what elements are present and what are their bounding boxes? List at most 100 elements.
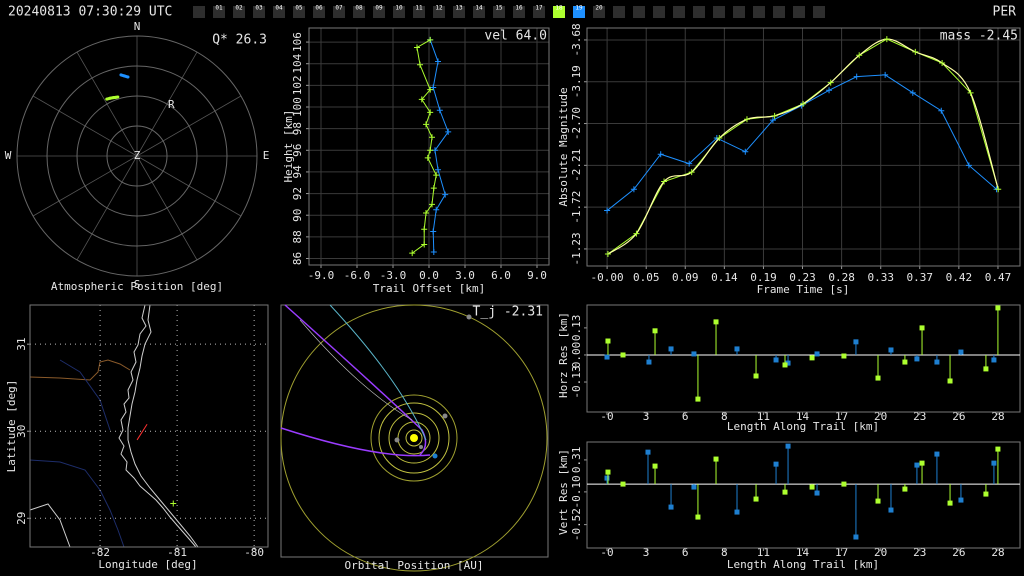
radiant-label: R — [168, 98, 175, 111]
annotation: vel 64.0 — [484, 29, 547, 44]
y-tick-label: 0.13 — [570, 315, 583, 342]
orbit-title: Orbital Position [AU] — [344, 559, 483, 572]
residual-marker — [809, 484, 815, 490]
x-tick-label: 23 — [913, 410, 926, 423]
y-axis-label: Height [km] — [282, 110, 295, 183]
x-tick-label: 20 — [874, 546, 887, 559]
ring — [16, 35, 258, 277]
x-tick-label: 17 — [835, 546, 848, 559]
residual-marker — [785, 443, 791, 449]
residual-marker — [604, 475, 610, 481]
residual-marker — [691, 351, 697, 357]
x-tick-label: 14 — [796, 410, 810, 423]
residual-marker — [695, 396, 701, 402]
frame-box — [653, 6, 665, 18]
frame-label: 06 — [315, 5, 323, 12]
point-marker — [965, 162, 972, 169]
residual-marker — [841, 353, 847, 359]
annotation: mass -2.45 — [940, 29, 1018, 44]
residual-marker — [991, 460, 997, 466]
point-marker — [909, 89, 916, 96]
frame-label: 03 — [255, 5, 263, 12]
residual-marker — [841, 481, 847, 487]
residual-marker — [991, 357, 997, 363]
point-marker — [427, 86, 434, 93]
frame-label: 10 — [395, 5, 403, 12]
y-tick-label: -0.13 — [570, 365, 583, 398]
point-marker — [883, 36, 890, 43]
frame-label: 11 — [415, 5, 423, 12]
point-marker — [430, 249, 437, 256]
track-point — [119, 73, 123, 77]
frame-box — [593, 6, 605, 18]
x-tick-label: 26 — [952, 546, 965, 559]
ring — [46, 65, 228, 247]
residual-marker — [902, 359, 908, 365]
frame-box — [713, 6, 725, 18]
point-marker — [435, 166, 441, 173]
point-marker — [414, 44, 420, 51]
plot-frame — [586, 441, 1021, 549]
y-tick-label: 106 — [291, 32, 304, 52]
residual-marker — [934, 451, 940, 457]
point-marker — [688, 169, 695, 176]
residual-marker — [782, 362, 788, 368]
x-tick-label: 0.37 — [906, 271, 933, 284]
x-tick-label: -81 — [167, 546, 187, 559]
series-line — [606, 74, 997, 211]
point-marker — [686, 160, 693, 167]
point-marker — [633, 230, 640, 237]
point-marker — [435, 58, 441, 65]
series-line — [607, 38, 999, 255]
residual-marker — [947, 500, 953, 506]
ring — [106, 125, 168, 187]
residual-marker — [691, 484, 697, 490]
frame-box — [233, 6, 245, 18]
y-tick-label: 102 — [291, 75, 304, 95]
x-tick-label: 0.14 — [711, 271, 738, 284]
x-axis-label: Longitude [deg] — [98, 558, 197, 571]
x-tick-label: 28 — [991, 410, 1004, 423]
ring — [76, 95, 198, 217]
point-marker — [939, 59, 946, 66]
x-tick-label: 0.09 — [672, 271, 699, 284]
residual-marker — [995, 446, 1001, 452]
residual-marker — [734, 509, 740, 515]
y-tick-label: 0.00 — [570, 342, 583, 369]
zenith-label: Z — [134, 149, 141, 162]
x-tick-label: 3 — [643, 410, 650, 423]
x-tick-label: 14 — [796, 546, 810, 559]
y-tick-label: 30 — [15, 425, 28, 438]
point-marker — [856, 52, 863, 59]
point-marker — [436, 107, 443, 114]
x-tick-label: 0.0 — [419, 269, 439, 282]
residual-marker — [983, 491, 989, 497]
map-coastline — [29, 304, 199, 548]
frame-box — [553, 6, 565, 18]
x-tick-label: 3.0 — [455, 269, 475, 282]
residual-marker — [995, 305, 1001, 311]
point-marker — [604, 251, 611, 258]
frame-box — [253, 6, 265, 18]
residual-marker — [785, 360, 791, 366]
residual-marker — [773, 357, 779, 363]
x-tick-label: 6 — [682, 410, 689, 423]
point-marker — [170, 500, 177, 507]
frame-label: 19 — [575, 5, 583, 12]
y-axis-label: Absolute Magnitude — [557, 87, 570, 206]
point-marker — [427, 109, 434, 116]
point-marker — [800, 100, 807, 107]
residual-marker — [645, 449, 651, 455]
x-tick-label: 11 — [757, 410, 770, 423]
point-marker — [418, 96, 425, 103]
point-marker — [442, 191, 449, 198]
point-marker — [604, 207, 611, 214]
track-point — [111, 96, 115, 100]
residual-marker — [646, 359, 652, 365]
point-marker — [853, 73, 860, 80]
frame-box — [473, 6, 485, 18]
y-tick-label: 96 — [291, 144, 304, 157]
frame-box — [673, 6, 685, 18]
